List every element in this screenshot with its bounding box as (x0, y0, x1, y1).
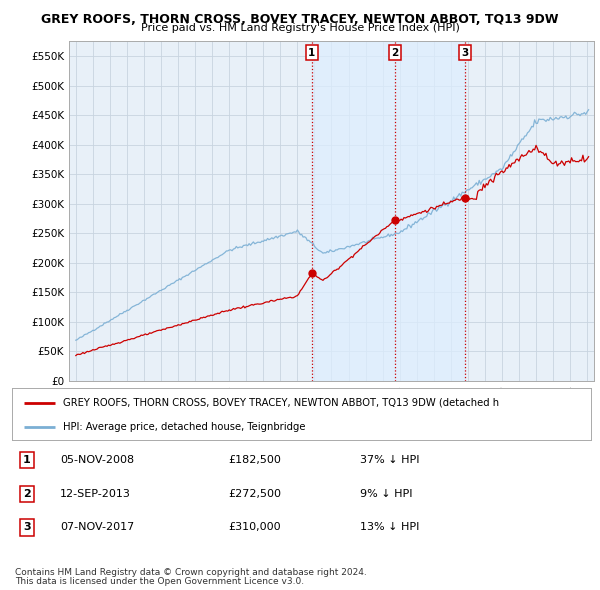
Text: This data is licensed under the Open Government Licence v3.0.: This data is licensed under the Open Gov… (15, 577, 304, 586)
Text: 3: 3 (23, 523, 31, 532)
Text: £310,000: £310,000 (228, 523, 281, 532)
Text: 07-NOV-2017: 07-NOV-2017 (60, 523, 134, 532)
Text: Contains HM Land Registry data © Crown copyright and database right 2024.: Contains HM Land Registry data © Crown c… (15, 568, 367, 576)
Text: GREY ROOFS, THORN CROSS, BOVEY TRACEY, NEWTON ABBOT, TQ13 9DW (detached h: GREY ROOFS, THORN CROSS, BOVEY TRACEY, N… (63, 398, 499, 408)
Bar (312, 41, 466, 381)
Text: HPI: Average price, detached house, Teignbridge: HPI: Average price, detached house, Teig… (63, 422, 305, 432)
Text: 13% ↓ HPI: 13% ↓ HPI (360, 523, 419, 532)
Text: 05-NOV-2008: 05-NOV-2008 (60, 455, 134, 465)
Text: 12-SEP-2013: 12-SEP-2013 (60, 489, 131, 499)
Text: 9% ↓ HPI: 9% ↓ HPI (360, 489, 413, 499)
Text: £272,500: £272,500 (228, 489, 281, 499)
Text: 37% ↓ HPI: 37% ↓ HPI (360, 455, 419, 465)
Text: £182,500: £182,500 (228, 455, 281, 465)
Text: GREY ROOFS, THORN CROSS, BOVEY TRACEY, NEWTON ABBOT, TQ13 9DW: GREY ROOFS, THORN CROSS, BOVEY TRACEY, N… (41, 13, 559, 26)
Text: 2: 2 (23, 489, 31, 499)
Text: 3: 3 (461, 48, 469, 57)
Text: 1: 1 (23, 455, 31, 465)
Text: 1: 1 (308, 48, 316, 57)
Text: 2: 2 (391, 48, 398, 57)
Text: Price paid vs. HM Land Registry's House Price Index (HPI): Price paid vs. HM Land Registry's House … (140, 23, 460, 33)
